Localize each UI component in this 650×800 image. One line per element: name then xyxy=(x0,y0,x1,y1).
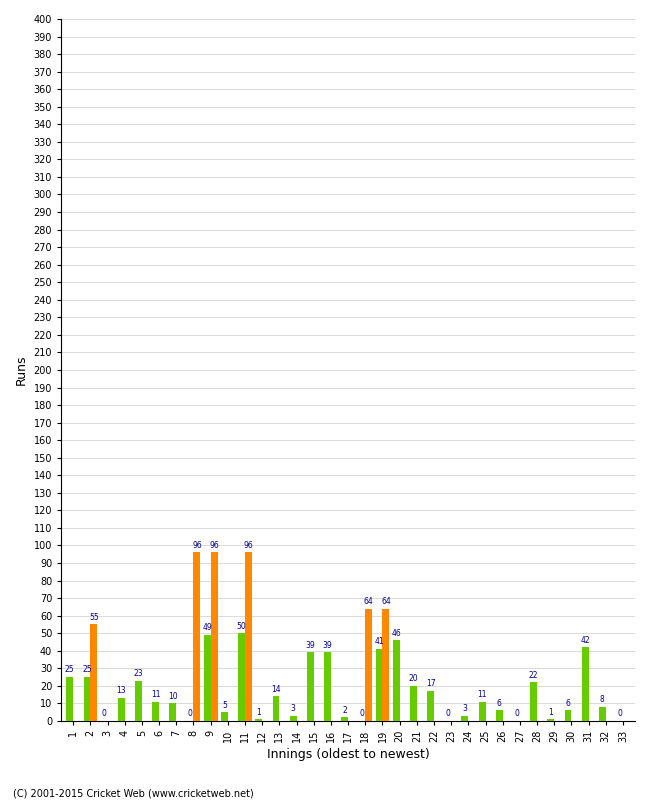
Text: 5: 5 xyxy=(222,701,227,710)
Bar xyxy=(382,609,389,721)
Text: 11: 11 xyxy=(477,690,487,699)
Bar xyxy=(221,712,228,721)
Bar xyxy=(152,702,159,721)
Bar xyxy=(194,553,200,721)
Y-axis label: Runs: Runs xyxy=(15,354,28,386)
Text: 0: 0 xyxy=(514,710,519,718)
Text: 13: 13 xyxy=(116,686,126,695)
Bar xyxy=(204,635,211,721)
Text: 6: 6 xyxy=(566,698,571,708)
Bar xyxy=(427,691,434,721)
Text: 1: 1 xyxy=(256,707,261,717)
Bar xyxy=(393,640,400,721)
Text: 46: 46 xyxy=(391,629,401,638)
Text: 8: 8 xyxy=(600,695,604,704)
Text: 2: 2 xyxy=(343,706,347,714)
Bar xyxy=(211,553,218,721)
Text: 23: 23 xyxy=(134,669,144,678)
Text: 20: 20 xyxy=(409,674,418,683)
Bar xyxy=(341,718,348,721)
Text: 50: 50 xyxy=(237,622,246,630)
Text: 11: 11 xyxy=(151,690,161,699)
Bar xyxy=(565,710,571,721)
Text: 0: 0 xyxy=(445,710,450,718)
Text: 39: 39 xyxy=(322,641,332,650)
Bar xyxy=(90,625,98,721)
Bar xyxy=(324,653,331,721)
Text: 96: 96 xyxy=(192,541,202,550)
Bar xyxy=(84,677,90,721)
Text: 0: 0 xyxy=(101,710,107,718)
Text: 22: 22 xyxy=(529,670,538,680)
Text: 96: 96 xyxy=(209,541,219,550)
Bar xyxy=(547,719,554,721)
Text: (C) 2001-2015 Cricket Web (www.cricketweb.net): (C) 2001-2015 Cricket Web (www.cricketwe… xyxy=(13,788,254,798)
Bar xyxy=(255,719,262,721)
Bar xyxy=(307,653,314,721)
Bar xyxy=(365,609,372,721)
Text: 10: 10 xyxy=(168,692,177,701)
Bar xyxy=(272,696,280,721)
Bar xyxy=(599,707,606,721)
Text: 1: 1 xyxy=(549,707,553,717)
Bar xyxy=(170,703,176,721)
Text: 14: 14 xyxy=(271,685,281,694)
Bar xyxy=(118,698,125,721)
Text: 25: 25 xyxy=(82,666,92,674)
Bar xyxy=(462,716,469,721)
Bar xyxy=(376,649,382,721)
Text: 0: 0 xyxy=(188,710,192,718)
Bar xyxy=(410,686,417,721)
Bar xyxy=(478,702,486,721)
Text: 64: 64 xyxy=(364,597,374,606)
Text: 55: 55 xyxy=(89,613,99,622)
Text: 96: 96 xyxy=(244,541,254,550)
Text: 0: 0 xyxy=(617,710,622,718)
X-axis label: Innings (oldest to newest): Innings (oldest to newest) xyxy=(266,748,430,761)
Bar xyxy=(290,716,296,721)
Text: 42: 42 xyxy=(580,635,590,645)
Text: 39: 39 xyxy=(306,641,315,650)
Bar xyxy=(66,677,73,721)
Text: 3: 3 xyxy=(291,704,296,713)
Text: 0: 0 xyxy=(359,710,364,718)
Bar xyxy=(530,682,537,721)
Bar xyxy=(582,647,589,721)
Text: 49: 49 xyxy=(202,623,212,632)
Bar xyxy=(496,710,502,721)
Text: 64: 64 xyxy=(381,597,391,606)
Text: 41: 41 xyxy=(374,638,384,646)
Text: 17: 17 xyxy=(426,679,436,689)
Bar xyxy=(238,633,245,721)
Bar xyxy=(245,553,252,721)
Text: 25: 25 xyxy=(65,666,75,674)
Text: 3: 3 xyxy=(463,704,467,713)
Text: 6: 6 xyxy=(497,698,502,708)
Bar xyxy=(135,681,142,721)
